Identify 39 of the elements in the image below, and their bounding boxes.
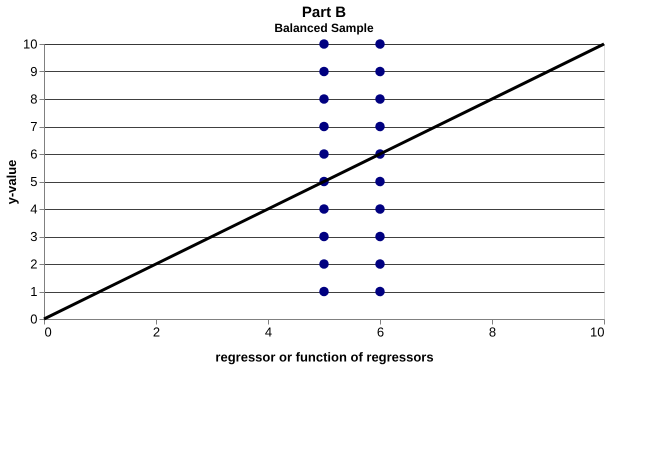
y-tick-label: 7 xyxy=(30,119,38,134)
y-tick-label: 4 xyxy=(30,202,38,216)
y-tick-label: 2 xyxy=(30,256,38,272)
point xyxy=(375,259,385,269)
point xyxy=(375,122,385,132)
x-tick-label: 10 xyxy=(590,324,604,340)
point xyxy=(319,66,329,76)
y-tick-label: 8 xyxy=(30,92,38,106)
y-axis-title: y-value xyxy=(4,160,20,204)
point xyxy=(319,39,329,49)
y-tick-label: 1 xyxy=(30,284,38,299)
point xyxy=(319,259,329,269)
y-tick-label: 3 xyxy=(30,229,38,244)
x-tick-label: 8 xyxy=(488,324,496,340)
x-tick-label: 0 xyxy=(44,324,52,340)
point xyxy=(319,94,329,104)
point xyxy=(375,286,385,296)
x-axis-title: regressor or function of regressors xyxy=(215,350,434,364)
x-tick-label: 6 xyxy=(376,324,384,340)
point xyxy=(319,204,329,214)
y-tick-label: 10 xyxy=(23,36,38,52)
y-tick-label: 9 xyxy=(30,64,38,79)
chart-subtitle: Balanced Sample xyxy=(274,21,374,35)
point xyxy=(319,149,329,159)
point xyxy=(375,232,385,242)
point xyxy=(319,122,329,132)
y-tick-label: 5 xyxy=(30,174,38,189)
point xyxy=(375,39,385,49)
point xyxy=(319,232,329,242)
point xyxy=(375,204,385,214)
point xyxy=(375,176,385,186)
point xyxy=(375,66,385,76)
point xyxy=(319,286,329,296)
chart-title: Part B xyxy=(302,4,346,21)
point xyxy=(375,94,385,104)
y-tick-label: 6 xyxy=(30,146,38,162)
y-tick-label: 0 xyxy=(30,312,38,326)
x-tick-label: 2 xyxy=(152,324,160,340)
x-tick-label: 4 xyxy=(264,324,272,340)
